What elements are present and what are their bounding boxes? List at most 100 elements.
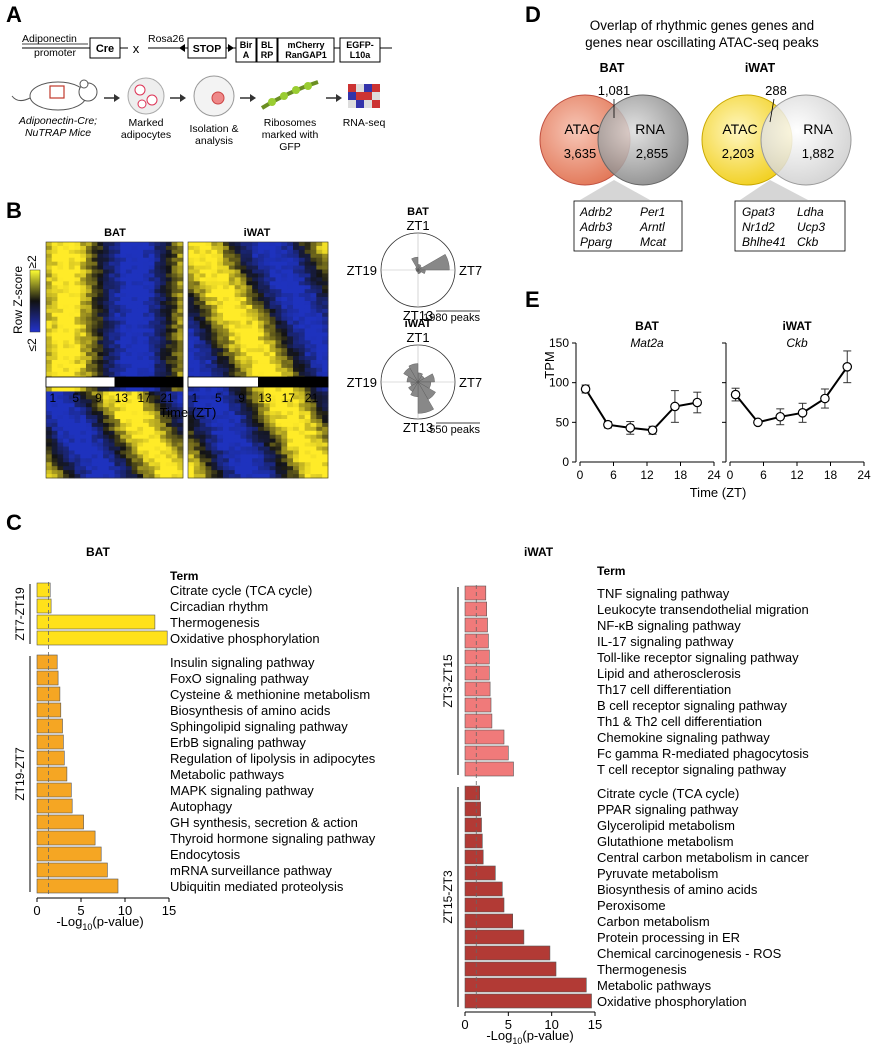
line-chart-ytick: 100 — [549, 376, 569, 390]
enrichment-bar — [464, 977, 587, 993]
ribosome-icon — [260, 80, 319, 110]
enrichment-term: Metabolic pathways — [170, 767, 285, 782]
heatmap-bat — [45, 241, 184, 479]
enrichment-term: Pyruvate metabolism — [597, 866, 718, 881]
enrichment-term: Circadian rhythm — [170, 599, 268, 614]
group-label: ZT19-ZT7 — [13, 747, 27, 801]
data-point — [625, 423, 636, 433]
enrichment-bar — [36, 670, 59, 686]
heatmap-tick: 1 — [50, 391, 57, 405]
polar-petal — [411, 256, 419, 271]
gene-name: Arntl — [639, 220, 665, 234]
enrichment-term: Oxidative phosphorylation — [170, 631, 320, 646]
adipocyte-icon — [127, 77, 165, 115]
enrichment-bar — [36, 862, 108, 878]
group-label: ZT3-ZT15 — [441, 654, 455, 708]
enrichment-bar — [36, 630, 168, 646]
line-chart-xtick: 12 — [790, 468, 804, 482]
enrichment-term: Leukocyte transendothelial migration — [597, 602, 809, 617]
panel-label-e: E — [525, 287, 540, 312]
enrichment-term: Citrate cycle (TCA cycle) — [170, 583, 312, 598]
data-point — [820, 393, 830, 404]
enrichment-bar — [464, 601, 488, 617]
enrichment-term: Glycerolipid metabolism — [597, 818, 735, 833]
gene-name: Nr1d2 — [742, 220, 775, 234]
rosa26-label: Rosa26 — [148, 33, 184, 45]
enrichment-term: Central carbon metabolism in cancer — [597, 850, 809, 865]
enrichment-bar — [464, 897, 505, 913]
venn-iwat-atac-label: ATAC — [722, 121, 757, 137]
promoter-label-2: promoter — [34, 47, 77, 59]
enrichment-term: GH synthesis, secretion & action — [170, 815, 358, 830]
enrichment-term: Biosynthesis of amino acids — [597, 882, 758, 897]
bat-enrichment-title: BAT — [86, 545, 110, 559]
venn-bat-atac-count: 3,635 — [564, 146, 597, 161]
polar-petal — [417, 269, 421, 274]
gene-name: Pparg — [580, 235, 612, 249]
line-chart-iwat: iWAT Ckb 0 6 12 18 24 — [722, 319, 871, 482]
line-chart-xtick: 6 — [610, 468, 617, 482]
enrichment-term: T cell receptor signaling pathway — [597, 762, 787, 777]
bira-label-1: Bir — [240, 40, 253, 50]
venn-iwat-title: iWAT — [745, 61, 776, 75]
mcherry-box — [277, 37, 335, 63]
venn-bat-rna-count: 2,855 — [636, 146, 669, 161]
enrichment-bar — [36, 750, 65, 766]
enrichment-bar — [464, 745, 509, 761]
gene-name: Bhlhe41 — [742, 235, 786, 249]
line-chart-xtick: 24 — [857, 468, 871, 482]
step2-label-2: adipocytes — [121, 129, 171, 141]
enrichment-term: Thermogenesis — [597, 962, 687, 977]
line-chart-xtick: 18 — [674, 468, 688, 482]
group-label: ZT7-ZT19 — [13, 587, 27, 641]
polar-label-right: ZT7 — [459, 375, 482, 390]
heatmap-bat-title: BAT — [104, 227, 126, 239]
venn-title-2: genes near oscillating ATAC-seq peaks — [585, 35, 819, 50]
enrichment-term: NF-κB signaling pathway — [597, 618, 741, 633]
line-chart-bat: BAT Mat2a 0 6 12 18 24 0 50 100 150 — [549, 319, 721, 482]
enrichment-xtick: 0 — [33, 903, 40, 918]
step4-label: Ribosomes — [264, 117, 317, 129]
venn-iwat-rna-label: RNA — [803, 121, 833, 137]
enrichment-term: Biosynthesis of amino acids — [170, 703, 331, 718]
isolation-icon — [193, 75, 235, 117]
gene-name: Gpat3 — [742, 205, 775, 219]
line-chart-xtick: 0 — [577, 468, 584, 482]
enrichment-bar — [464, 801, 481, 817]
heatmap-tick: 9 — [238, 391, 245, 405]
gene-name: Ldha — [797, 205, 824, 219]
heatmap-xticks: 1 5 9 13 17 21 1 5 9 13 17 21 — [50, 391, 319, 405]
panel-label-d: D — [525, 2, 541, 27]
enrichment-xtick: 0 — [461, 1017, 468, 1032]
enrichment-term: Protein processing in ER — [597, 930, 740, 945]
line-series — [584, 388, 698, 432]
enrichment-term: Chemokine signaling pathway — [597, 730, 770, 745]
cross-symbol: x — [133, 41, 140, 56]
enrichment-term: Toll-like receptor signaling pathway — [597, 650, 799, 665]
cre-label: Cre — [96, 43, 114, 55]
egfp-label-1: EGFP- — [346, 40, 374, 50]
panel-label-c: C — [6, 510, 22, 535]
zscore-hi: ≥2 — [25, 255, 39, 269]
heatmap-iwat — [187, 241, 329, 479]
egfp-box — [339, 37, 381, 63]
line-chart-title: iWAT — [782, 319, 812, 333]
mouse-icon — [11, 79, 98, 111]
enrichment-bar — [36, 782, 72, 798]
enrichment-bar — [36, 614, 156, 630]
step4-label-2: marked with — [262, 129, 319, 141]
iwat-xlabel: -Log10(p-value) — [486, 1028, 573, 1046]
polar-petal — [417, 373, 435, 383]
data-point — [692, 397, 703, 408]
blrp-label-2: RP — [261, 50, 274, 60]
enrichment-bar — [464, 697, 492, 713]
line-chart-ytick: 150 — [549, 336, 569, 350]
line-chart-xtick: 0 — [727, 468, 734, 482]
venn-bat-rna-circle — [597, 94, 689, 186]
polar-label-bottom: ZT13 — [403, 308, 433, 323]
enrichment-bar — [464, 681, 491, 697]
